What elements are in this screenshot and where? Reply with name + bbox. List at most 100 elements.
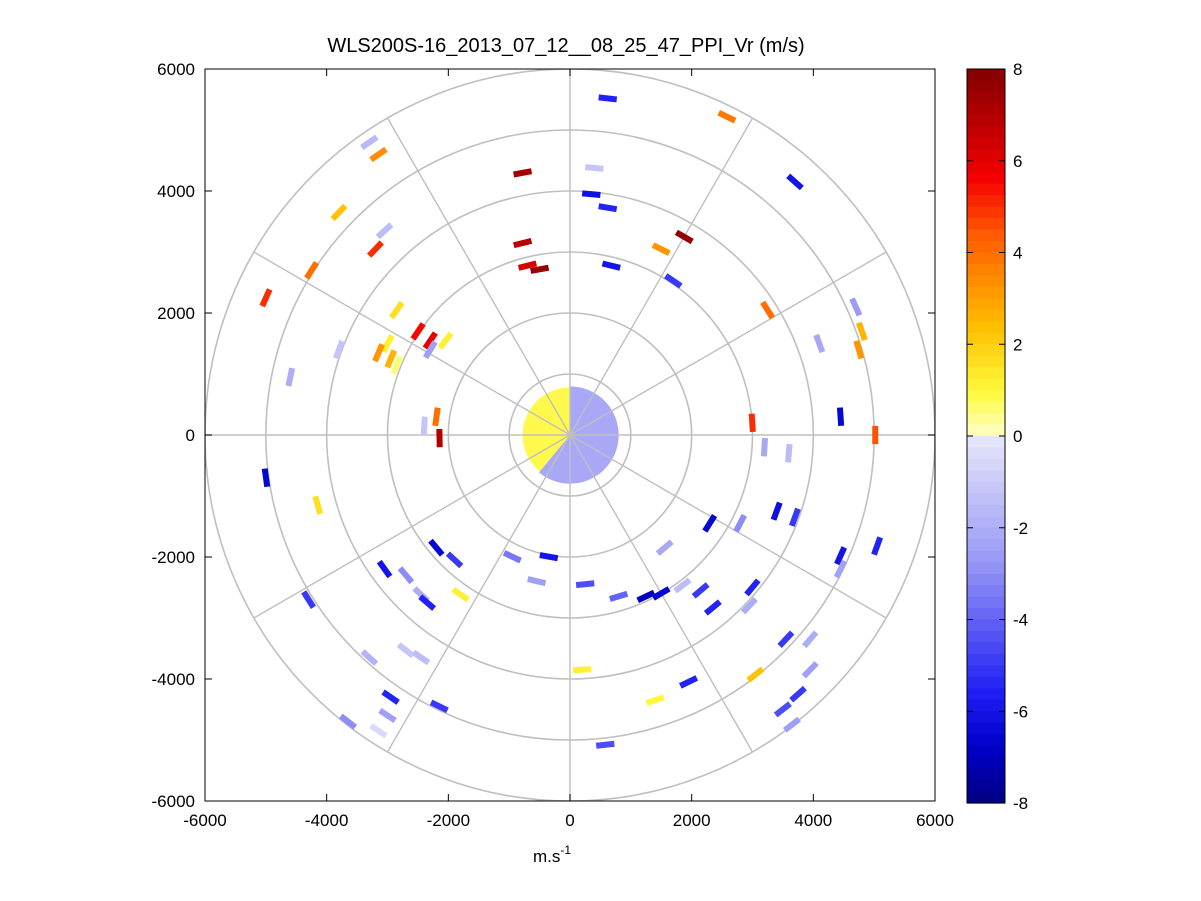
y-tick-label: -4000 <box>152 670 195 689</box>
velocity-point <box>651 242 671 256</box>
velocity-point <box>717 109 737 124</box>
colorbar-tick-label: -4 <box>1013 611 1028 630</box>
velocity-point <box>312 495 324 515</box>
velocity-point <box>849 297 863 317</box>
near-field-approaching-region <box>522 387 570 472</box>
velocity-point <box>770 501 783 521</box>
velocity-point <box>703 599 722 616</box>
colorbar-swatch <box>967 470 1005 483</box>
colorbar-swatch <box>967 757 1005 770</box>
velocity-point <box>396 642 415 659</box>
velocity-point <box>360 649 379 666</box>
velocity-point <box>674 229 694 245</box>
velocity-point <box>760 437 769 457</box>
colorbar-tick-label: 4 <box>1013 244 1022 263</box>
velocity-point <box>744 578 761 597</box>
velocity-point <box>301 590 316 609</box>
colorbar-swatch <box>967 665 1005 678</box>
colorbar-swatch <box>967 791 1005 804</box>
x-tick-label: -2000 <box>427 811 470 830</box>
colorbar-swatch <box>967 137 1005 150</box>
colorbar-swatch <box>967 539 1005 552</box>
colorbar-swatch <box>967 504 1005 517</box>
velocity-point <box>390 355 404 375</box>
colorbar-swatch <box>967 126 1005 139</box>
velocity-point <box>539 552 559 562</box>
colorbar-swatch <box>967 229 1005 242</box>
x-tick-label: 4000 <box>794 811 832 830</box>
y-axis-ticks: 6000 4000 2000 0 -2000 -4000 -6000 <box>152 60 935 811</box>
velocity-point <box>782 716 802 733</box>
colorbar-swatch <box>967 653 1005 666</box>
velocity-point <box>871 536 884 556</box>
velocity-points <box>259 94 884 749</box>
colorbar-swatch <box>967 378 1005 391</box>
velocity-point <box>437 331 454 350</box>
velocity-point <box>853 340 865 360</box>
colorbar-swatch <box>967 401 1005 414</box>
azimuth-spoke <box>253 251 571 436</box>
colorbar-swatch <box>967 195 1005 208</box>
colorbar-swatch <box>967 172 1005 185</box>
velocity-point <box>581 190 601 199</box>
colorbar-swatch <box>967 263 1005 277</box>
velocity-point <box>788 507 801 527</box>
velocity-point <box>702 513 718 533</box>
colorbar-swatch <box>967 321 1005 334</box>
colorbar-tick-label: 8 <box>1013 60 1022 79</box>
colorbar-swatch <box>967 745 1005 758</box>
colorbar-swatch <box>967 252 1005 265</box>
velocity-point <box>733 513 748 533</box>
azimuth-spoke <box>253 434 571 619</box>
x-axis-label: m.s-1 <box>533 843 571 866</box>
x-tick-label: -6000 <box>183 811 226 830</box>
velocity-point <box>789 685 807 703</box>
velocity-point <box>420 416 428 436</box>
velocity-point <box>445 551 464 569</box>
azimuth-spoke <box>569 251 887 436</box>
velocity-point <box>513 168 533 178</box>
colorbar-swatch <box>967 436 1005 449</box>
colorbar-swatch <box>967 183 1005 196</box>
velocity-point <box>598 94 618 103</box>
velocity-point <box>584 164 604 172</box>
velocity-point <box>636 589 656 604</box>
velocity-point <box>785 443 793 463</box>
colorbar-swatch <box>967 585 1005 598</box>
velocity-point <box>760 300 775 320</box>
azimuth-spoke <box>386 434 571 753</box>
colorbar-swatch <box>967 699 1005 712</box>
azimuth-spoke <box>569 117 754 436</box>
velocity-point <box>429 699 449 714</box>
colorbar-swatch <box>967 355 1005 368</box>
colorbar-swatch <box>967 286 1005 299</box>
velocity-point <box>598 203 618 213</box>
colorbar-swatch <box>967 527 1005 540</box>
velocity-point <box>369 723 388 739</box>
velocity-point <box>410 322 426 341</box>
velocity-point <box>360 134 379 150</box>
velocity-point <box>833 559 848 579</box>
chart-title: WLS200S-16_2013_07_12__08_25_47_PPI_Vr (… <box>327 35 804 57</box>
colorbar-swatch <box>967 160 1005 173</box>
colorbar-swatch <box>967 390 1005 403</box>
velocity-point <box>691 582 710 599</box>
velocity-point <box>502 550 522 564</box>
velocity-point <box>333 340 345 360</box>
y-tick-label: 4000 <box>157 182 195 201</box>
colorbar-swatch <box>967 573 1005 586</box>
colorbar-swatch <box>967 722 1005 735</box>
colorbar-tick-label: -8 <box>1013 794 1028 813</box>
velocity-point <box>746 666 765 683</box>
velocity-point <box>378 707 397 724</box>
velocity-point <box>259 288 273 308</box>
colorbar-swatch <box>967 413 1005 426</box>
colorbar-swatch <box>967 275 1005 288</box>
colorbar-swatch <box>967 596 1005 609</box>
velocity-point <box>813 333 826 354</box>
colorbar-swatch <box>967 332 1005 345</box>
x-axis-label-exponent: -1 <box>560 843 571 857</box>
colorbar-swatch <box>967 447 1005 460</box>
colorbar-swatch <box>967 80 1005 93</box>
colorbar-swatch <box>967 481 1005 494</box>
